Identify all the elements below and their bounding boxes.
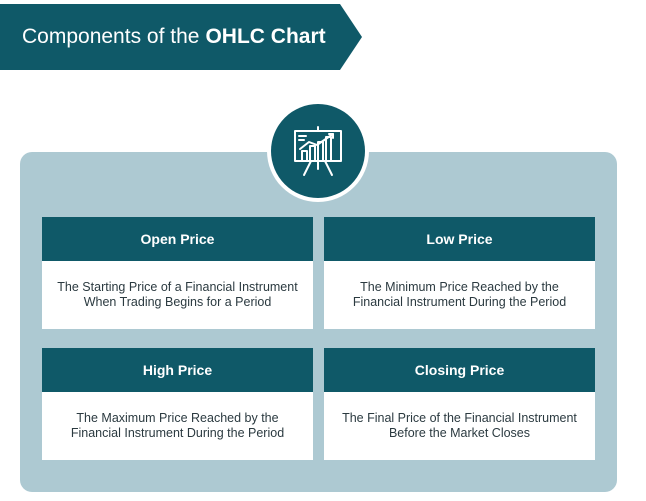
title-bold: OHLC Chart (205, 25, 326, 48)
card-low-price: Low Price The Minimum Price Reached by t… (324, 217, 595, 329)
card-description: The Final Price of the Financial Instrum… (324, 392, 595, 460)
card-title: High Price (42, 348, 313, 392)
presentation-chart-icon (271, 104, 365, 198)
title-banner: Components of the OHLC Chart (0, 4, 362, 70)
card-description: The Minimum Price Reached by the Financi… (324, 261, 595, 329)
card-title: Low Price (324, 217, 595, 261)
card-open-price: Open Price The Starting Price of a Finan… (42, 217, 313, 329)
card-high-price: High Price The Maximum Price Reached by … (42, 348, 313, 460)
card-title: Open Price (42, 217, 313, 261)
card-closing-price: Closing Price The Final Price of the Fin… (324, 348, 595, 460)
card-description: The Maximum Price Reached by the Financi… (42, 392, 313, 460)
card-description: The Starting Price of a Financial Instru… (42, 261, 313, 329)
card-title: Closing Price (324, 348, 595, 392)
title-prefix: Components of the (22, 25, 200, 48)
